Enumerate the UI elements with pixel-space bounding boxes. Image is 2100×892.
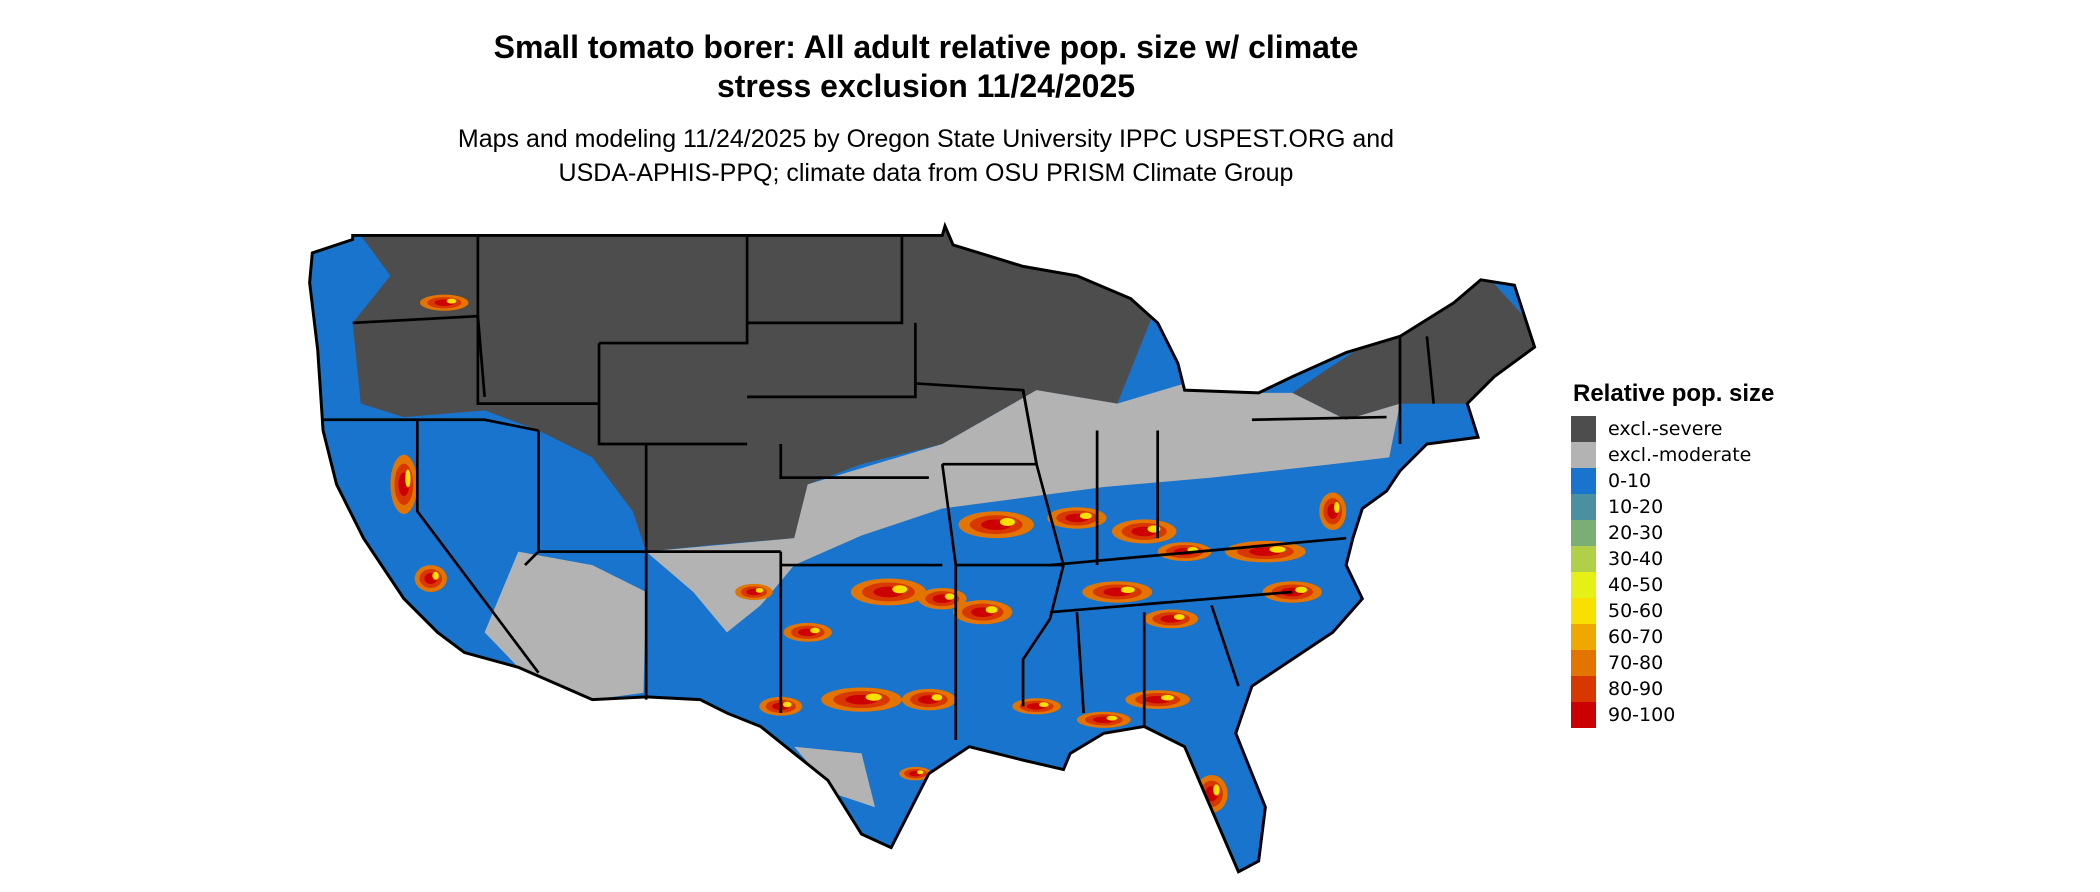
legend-swatch xyxy=(1571,598,1596,624)
excl-severe-region-northeast xyxy=(1292,269,1535,420)
excl-moderate-region-southwest xyxy=(484,551,647,700)
legend-item: 80-90 xyxy=(1571,676,1774,702)
state-border xyxy=(1049,536,1347,567)
state-border xyxy=(747,322,917,399)
map-title: Small tomato borer: All adult relative p… xyxy=(0,28,1852,106)
state-border xyxy=(747,235,904,325)
legend-label: excl.-severe xyxy=(1608,418,1723,440)
legend-label: 40-50 xyxy=(1608,574,1664,596)
legend-swatch xyxy=(1571,442,1596,468)
legend-swatch xyxy=(1571,650,1596,676)
legend-swatch xyxy=(1571,546,1596,572)
legend-item: 70-80 xyxy=(1571,650,1774,676)
legend-item: excl.-moderate xyxy=(1571,442,1774,468)
legend-swatch xyxy=(1571,468,1596,494)
legend-item: 30-40 xyxy=(1571,546,1774,572)
hotspot-core xyxy=(892,585,908,594)
map-subtitle: Maps and modeling 11/24/2025 by Oregon S… xyxy=(0,122,1852,190)
hotspot-core xyxy=(1213,784,1220,796)
state-border xyxy=(1021,389,1065,566)
state-border xyxy=(476,235,600,405)
hotspot-core xyxy=(446,298,457,304)
legend-label: 50-60 xyxy=(1608,600,1664,622)
excl-severe-region xyxy=(352,226,1158,552)
hotspot-core xyxy=(782,701,792,708)
legend-swatch xyxy=(1571,676,1596,702)
state-border xyxy=(1210,605,1240,687)
legend-item: 60-70 xyxy=(1571,624,1774,650)
legend-label: excl.-moderate xyxy=(1608,444,1752,466)
legend-label: 20-30 xyxy=(1608,522,1664,544)
hotspot-core xyxy=(1334,501,1340,514)
hotspot-core xyxy=(1269,546,1286,553)
hotspot-core xyxy=(865,693,882,701)
us-outline xyxy=(308,221,1537,874)
state-border xyxy=(323,418,539,432)
legend-swatch xyxy=(1571,624,1596,650)
hotspot-core xyxy=(1079,512,1092,520)
state-border xyxy=(779,443,929,479)
title-line-2: stress exclusion 11/24/2025 xyxy=(716,68,1136,104)
hotspot-core xyxy=(1106,715,1118,721)
legend-swatch xyxy=(1571,702,1596,728)
hotspot-core xyxy=(405,469,411,488)
legend-item: 40-50 xyxy=(1571,572,1774,598)
hotspot-core xyxy=(944,593,955,600)
legend-label: 90-100 xyxy=(1608,704,1676,726)
legend-swatch xyxy=(1571,494,1596,520)
hotspot-core xyxy=(1173,614,1185,620)
subtitle-line-2: USDA-APHIS-PPQ; climate data from OSU PR… xyxy=(558,159,1294,187)
hotspot-core xyxy=(999,517,1016,527)
subtitle-line-1: Maps and modeling 11/24/2025 by Oregon S… xyxy=(457,125,1395,153)
legend-label: 30-40 xyxy=(1608,548,1664,570)
hotspot-core xyxy=(1120,586,1135,594)
legend-title: Relative pop. size xyxy=(1573,380,1775,407)
legend: Relative pop. size excl.-severe excl.-mod… xyxy=(1571,380,1774,728)
title-line-1: Small tomato borer: All adult relative p… xyxy=(493,29,1359,65)
state-border xyxy=(597,343,748,446)
hotspot-core xyxy=(931,694,943,701)
legend-swatch xyxy=(1571,416,1596,442)
legend-label: 70-80 xyxy=(1608,652,1664,674)
hotspot-core xyxy=(432,571,439,580)
state-border xyxy=(599,235,749,345)
state-border xyxy=(415,419,540,674)
legend-item: 90-100 xyxy=(1571,702,1774,728)
legend-item: 0-10 xyxy=(1571,468,1774,494)
legend-label: 80-90 xyxy=(1608,678,1664,700)
state-border xyxy=(1425,336,1435,404)
state-border xyxy=(955,563,1066,707)
legend-label: 10-20 xyxy=(1608,496,1664,518)
legend-item: excl.-severe xyxy=(1571,416,1774,442)
excl-moderate-region xyxy=(646,383,1400,633)
hotspot-core xyxy=(985,606,998,614)
legend-item: 10-20 xyxy=(1571,494,1774,520)
legend-items: excl.-severe excl.-moderate 0-10 10-20 20-30… xyxy=(1571,416,1774,728)
state-border xyxy=(1251,415,1387,422)
state-border xyxy=(1075,612,1085,714)
excl-moderate-region-south-texas xyxy=(794,746,875,808)
hotspot-core xyxy=(1038,702,1049,708)
state-borders xyxy=(323,235,1435,740)
legend-item: 50-60 xyxy=(1571,598,1774,624)
legend-swatch xyxy=(1571,572,1596,598)
legend-swatch xyxy=(1571,520,1596,546)
hotspot-core xyxy=(755,587,764,593)
hotspot-core xyxy=(810,627,820,634)
hotspot-core xyxy=(916,770,924,775)
legend-item: 20-30 xyxy=(1571,520,1774,546)
legend-label: 0-10 xyxy=(1608,470,1652,492)
hotspot-core xyxy=(1160,694,1174,701)
state-border xyxy=(1049,590,1293,614)
hotspot-core xyxy=(1295,586,1308,594)
legend-label: 60-70 xyxy=(1608,626,1664,648)
